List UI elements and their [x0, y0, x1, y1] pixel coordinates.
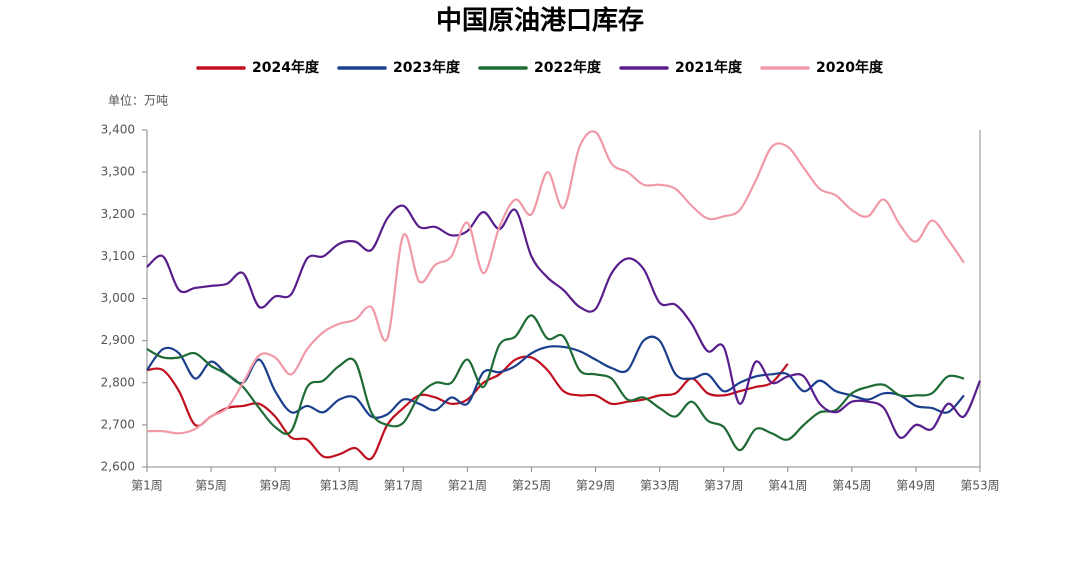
legend-label: 2024年度 — [252, 59, 320, 76]
chart-title: 中国原油港口库存 — [436, 6, 644, 36]
x-tick-label: 第9周 — [259, 479, 291, 493]
legend-label: 2023年度 — [393, 59, 461, 76]
x-tick-label: 第5周 — [195, 479, 227, 493]
y-tick-label: 3,300 — [101, 165, 135, 179]
x-tick-label: 第1周 — [131, 479, 163, 493]
unit-label: 单位：万吨 — [108, 93, 168, 108]
legend-label: 2021年度 — [675, 59, 743, 76]
y-tick-label: 3,000 — [101, 291, 135, 305]
x-tick-label: 第37周 — [704, 479, 743, 493]
series-line — [146, 204, 982, 439]
y-tick-label: 2,900 — [101, 333, 135, 347]
series-line — [146, 355, 789, 461]
x-tick-label: 第25周 — [512, 479, 551, 493]
y-tick-label: 3,200 — [101, 207, 135, 221]
legend-label: 2022年度 — [534, 59, 602, 76]
legend-label: 2020年度 — [816, 59, 884, 76]
x-tick-label: 第13周 — [320, 479, 359, 493]
y-tick-label: 2,600 — [101, 460, 135, 474]
x-tick-label: 第29周 — [576, 479, 615, 493]
y-tick-label: 2,800 — [101, 375, 135, 389]
series-line — [146, 335, 965, 419]
x-tick-label: 第33周 — [640, 479, 679, 493]
x-tick-label: 第17周 — [384, 479, 423, 493]
y-tick-label: 2,700 — [101, 417, 135, 431]
x-tick-label: 第49周 — [896, 479, 935, 493]
x-tick-label: 第41周 — [768, 479, 807, 493]
y-tick-label: 3,400 — [101, 123, 135, 137]
series-line — [146, 130, 965, 435]
x-tick-label: 第53周 — [960, 479, 999, 493]
x-tick-label: 第21周 — [448, 479, 487, 493]
y-tick-label: 3,100 — [101, 249, 135, 263]
x-tick-label: 第45周 — [832, 479, 871, 493]
